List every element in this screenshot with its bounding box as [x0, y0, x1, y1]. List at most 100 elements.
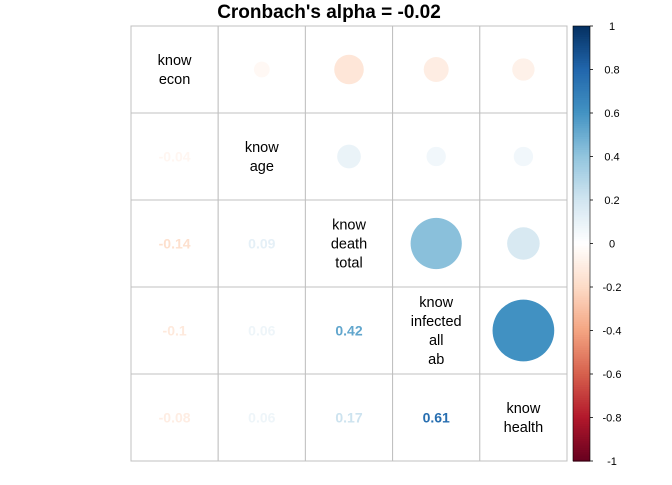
chart-title: Cronbach's alpha = -0.02: [217, 2, 441, 23]
colorbar-segment: [573, 110, 590, 114]
colorbar-segment: [573, 39, 590, 42]
colorbar-segment: [573, 291, 590, 295]
colorbar-segment: [573, 426, 590, 429]
colorbar-segment: [573, 347, 590, 351]
colorbar-segment: [573, 352, 590, 356]
colorbar-segment: [573, 97, 590, 101]
colorbar-segment: [573, 256, 590, 260]
colorbar-segment: [573, 228, 590, 232]
colorbar-segment: [573, 169, 590, 173]
colorbar-segment: [573, 304, 590, 308]
colorbar-segment: [573, 156, 590, 160]
colorbar-segment: [573, 89, 590, 92]
matrix-cell: [392, 112, 481, 201]
colorbar-segment: [573, 158, 590, 162]
colorbar-segment: [573, 141, 590, 145]
variable-label-line: all: [429, 333, 444, 349]
variable-label-line: death: [331, 237, 367, 253]
colorbar-segment: [573, 215, 590, 218]
colorbar-segment: [573, 80, 590, 84]
colorbar-segment: [573, 339, 590, 342]
colorbar-segment: [573, 197, 590, 201]
colorbar-segment: [573, 82, 590, 86]
colorbar-segment: [573, 230, 590, 234]
colorbar-segment: [573, 173, 590, 177]
colorbar-tick-label: 0.8: [604, 65, 619, 77]
colorbar-segment: [573, 297, 590, 301]
colorbar-segment: [573, 34, 590, 38]
colorbar-segment: [573, 226, 590, 229]
colorbar-segment: [573, 245, 590, 249]
colorbar-segment: [573, 365, 590, 369]
colorbar-segment: [573, 52, 590, 55]
colorbar-segment: [573, 86, 590, 90]
colorbar-segment: [573, 154, 590, 158]
colorbar-segment: [573, 308, 590, 312]
colorbar-segment: [573, 317, 590, 321]
colorbar-segment: [573, 132, 590, 136]
colorbar-segment: [573, 78, 590, 81]
colorbar-segment: [573, 404, 590, 408]
colorbar-segment: [573, 236, 590, 240]
colorbar-segment: [573, 84, 590, 88]
colorbar-segment: [573, 326, 590, 329]
colorbar-segment: [573, 393, 590, 397]
correlation-value-label: 0.42: [335, 323, 362, 339]
colorbar-segment: [573, 315, 590, 319]
colorbar-segment: [573, 271, 590, 275]
colorbar-segment: [573, 408, 590, 412]
colorbar-segment: [573, 454, 590, 458]
colorbar-segment: [573, 343, 590, 347]
colorbar-segment: [573, 76, 590, 79]
variable-label-line: know: [506, 401, 540, 417]
colorbar-segment: [573, 306, 590, 310]
variable-label: know econ: [158, 53, 192, 88]
colorbar-segment: [573, 287, 590, 290]
colorbar-segment: [573, 267, 590, 271]
colorbar-segment: [573, 456, 590, 460]
colorbar-segment: [573, 334, 590, 338]
colorbar-segment: [573, 369, 590, 373]
variable-label-line: econ: [159, 72, 190, 88]
colorbar-segment: [573, 439, 590, 443]
colorbar-segment: [573, 371, 590, 375]
colorbar-segment: [573, 149, 590, 153]
colorbar-segment: [573, 376, 590, 379]
colorbar-segment: [573, 389, 590, 392]
colorbar-segment: [573, 323, 590, 327]
colorbar-segment: [573, 210, 590, 214]
colorbar-segment: [573, 195, 590, 199]
variable-label-line: infected: [411, 314, 462, 330]
colorbar-segment: [573, 239, 590, 242]
colorbar-segment: [573, 400, 590, 403]
colorbar-segment: [573, 106, 590, 110]
variable-label: know age: [245, 140, 279, 175]
colorbar-segment: [573, 184, 590, 188]
colorbar-segment: [573, 378, 590, 382]
colorbar-segment: [573, 58, 590, 62]
correlation-value-label: 0.61: [423, 410, 450, 426]
correlation-value-label: -0.04: [159, 149, 191, 165]
colorbar-segment: [573, 134, 590, 138]
colorbar-segment: [573, 178, 590, 182]
colorbar-segment: [573, 202, 590, 205]
colorbar-segment: [573, 445, 590, 449]
colorbar-segment: [573, 419, 590, 423]
correlation-circle: [426, 146, 446, 167]
colorbar-segment: [573, 278, 590, 282]
colorbar-segment: [573, 358, 590, 362]
colorbar-segment: [573, 69, 590, 73]
colorbar-segment: [573, 302, 590, 305]
colorbar-segment: [573, 313, 590, 316]
colorbar-segment: [573, 56, 590, 60]
variable-label-line: age: [250, 159, 274, 175]
colorbar-segment: [573, 217, 590, 221]
colorbar-segment: [573, 276, 590, 279]
colorbar-segment: [573, 123, 590, 127]
matrix-cell: [304, 373, 394, 462]
colorbar-segment: [573, 406, 590, 410]
correlation-circle: [513, 146, 534, 167]
colorbar-segment: [573, 32, 590, 36]
colorbar-segment: [573, 273, 590, 277]
